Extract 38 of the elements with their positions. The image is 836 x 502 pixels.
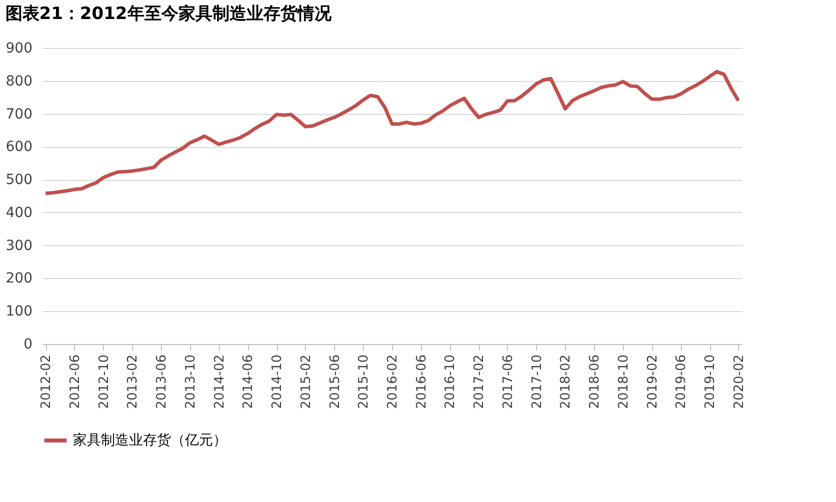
y-tick-label: 100 <box>6 304 32 320</box>
y-tick-label: 600 <box>6 139 32 156</box>
x-tick-label: 2018-06 <box>588 354 603 409</box>
y-tick-label: 800 <box>6 73 32 90</box>
x-tick-label: 2015-10 <box>356 354 372 409</box>
x-tick-label: 2014-10 <box>270 354 286 409</box>
x-tick-label: 2015-02 <box>298 354 314 409</box>
x-tick-label: 2013-02 <box>126 354 141 409</box>
y-tick-label: 400 <box>6 204 32 221</box>
x-tick-label: 2012-10 <box>96 354 112 409</box>
x-tick-label: 2012-02 <box>39 354 54 409</box>
y-tick-label: 300 <box>6 238 32 254</box>
x-tick-label: 2015-06 <box>328 354 343 409</box>
x-tick-label: 2016-02 <box>386 354 400 409</box>
x-tick-label: 2012-06 <box>68 354 83 409</box>
y-tick-label: 700 <box>6 106 32 122</box>
x-tick-label: 2017-02 <box>472 354 488 409</box>
x-tick-label: 2018-02 <box>558 354 574 409</box>
x-tick-label: 2013-10 <box>183 354 198 409</box>
line-series <box>44 70 740 196</box>
y-tick-label: 500 <box>6 172 32 188</box>
legend-label: 家具制造业存货（亿元） <box>73 432 227 448</box>
x-tick-label: 2014-02 <box>212 354 228 409</box>
x-tick-label: 2014-06 <box>241 354 256 409</box>
x-tick-label: 2019-10 <box>703 354 718 409</box>
x-tick-label: 2019-06 <box>674 354 690 409</box>
y-tick-label: 900 <box>6 40 32 56</box>
x-tick-label: 2020-02 <box>732 354 747 409</box>
x-tick-label: 2019-02 <box>645 354 660 409</box>
y-tick-label: 200 <box>6 270 32 287</box>
x-tick-label: 2016-06 <box>414 354 430 409</box>
x-tick-label: 2013-06 <box>154 354 170 409</box>
x-tick-label: 2018-10 <box>616 354 632 409</box>
x-tick-label: 2016-10 <box>443 354 458 409</box>
x-tick-label: 2017-06 <box>500 354 516 409</box>
x-tick-label: 2017-10 <box>530 354 545 409</box>
y-tick-label: 0 <box>24 336 32 352</box>
chart-title: 图表21：2012年至今家具制造业存货情况 <box>5 4 332 24</box>
